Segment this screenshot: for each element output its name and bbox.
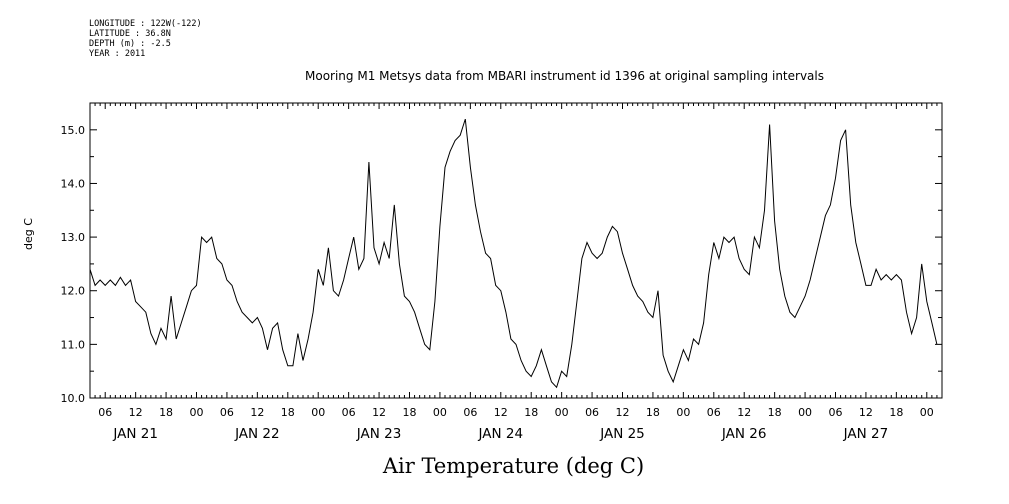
x-tick-label: 12 bbox=[372, 406, 386, 419]
x-tick-label: 06 bbox=[220, 406, 234, 419]
x-tick-label: 18 bbox=[403, 406, 417, 419]
x-tick-label: 18 bbox=[524, 406, 538, 419]
axis-tick-labels: 10.0 11.0 12.0 13.0 14.0 15.0 06 12 18 00 06 12 18 00… bbox=[61, 124, 934, 442]
x-tick-label: 06 bbox=[707, 406, 721, 419]
day-label: JAN 25 bbox=[599, 426, 645, 442]
day-label: JAN 27 bbox=[843, 426, 889, 442]
x-tick-label: 06 bbox=[342, 406, 356, 419]
x-tick-label: 12 bbox=[859, 406, 873, 419]
depth-text: DEPTH (m) : -2.5 bbox=[89, 39, 171, 49]
x-tick-label: 12 bbox=[737, 406, 751, 419]
y-tick-label: 11.0 bbox=[61, 338, 86, 351]
x-tick-label: 18 bbox=[646, 406, 660, 419]
x-tick-label: 06 bbox=[585, 406, 599, 419]
x-tick-label: 12 bbox=[616, 406, 630, 419]
latitude-text: LATITUDE : 36.8N bbox=[89, 29, 171, 39]
y-tick-label: 14.0 bbox=[61, 177, 86, 190]
x-tick-label: 06 bbox=[463, 406, 477, 419]
x-tick-label: 12 bbox=[494, 406, 508, 419]
x-tick-label: 00 bbox=[433, 406, 447, 419]
day-label: JAN 24 bbox=[478, 426, 524, 442]
x-axis-label: Air Temperature (deg C) bbox=[382, 454, 645, 478]
y-tick-label: 10.0 bbox=[61, 392, 86, 405]
axis-ticks bbox=[89, 102, 943, 399]
x-tick-label: 06 bbox=[829, 406, 843, 419]
plot-frame bbox=[89, 102, 943, 399]
day-label: JAN 21 bbox=[112, 426, 158, 442]
day-label: JAN 26 bbox=[721, 426, 767, 442]
x-tick-label: 12 bbox=[129, 406, 143, 419]
chart-title: Mooring M1 Metsys data from MBARI instru… bbox=[305, 69, 824, 83]
x-tick-label: 06 bbox=[98, 406, 112, 419]
day-label: JAN 22 bbox=[234, 426, 280, 442]
x-tick-label: 18 bbox=[768, 406, 782, 419]
x-tick-label: 00 bbox=[676, 406, 690, 419]
year-text: YEAR : 2011 bbox=[89, 49, 146, 59]
x-tick-label: 00 bbox=[798, 406, 812, 419]
y-tick-label: 15.0 bbox=[61, 124, 86, 137]
series-line bbox=[89, 118, 938, 389]
longitude-text: LONGITUDE : 122W(-122) bbox=[89, 19, 202, 29]
x-tick-label: 00 bbox=[920, 406, 934, 419]
y-tick-label: 12.0 bbox=[61, 285, 86, 298]
x-tick-label: 00 bbox=[190, 406, 204, 419]
x-tick-label: 12 bbox=[250, 406, 264, 419]
x-tick-label: 00 bbox=[311, 406, 325, 419]
day-label: JAN 23 bbox=[356, 426, 402, 442]
x-tick-label: 18 bbox=[889, 406, 903, 419]
y-tick-label: 13.0 bbox=[61, 231, 86, 244]
x-tick-label: 00 bbox=[555, 406, 569, 419]
x-tick-label: 18 bbox=[159, 406, 173, 419]
x-tick-label: 18 bbox=[281, 406, 295, 419]
station-metadata: LONGITUDE : 122W(-122) LATITUDE : 36.8N … bbox=[89, 19, 202, 59]
